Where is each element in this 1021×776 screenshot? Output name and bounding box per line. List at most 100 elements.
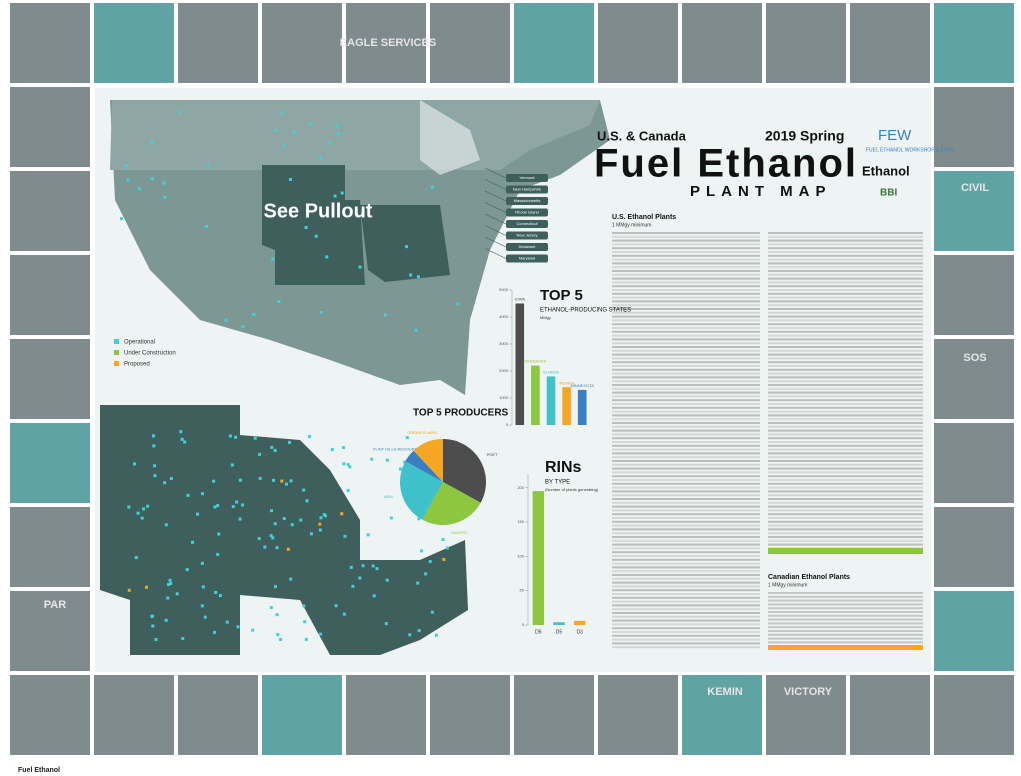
table-row [612, 357, 760, 359]
table-row [768, 430, 923, 432]
table-row [768, 335, 923, 337]
table-row [612, 570, 760, 572]
bar-label: IOWA [515, 297, 526, 302]
plant-dot [290, 479, 293, 482]
table-row [768, 399, 923, 401]
plant-dot [280, 480, 283, 483]
y-tick-label: 4000 [499, 314, 509, 319]
ad-thumbnail [850, 675, 930, 755]
plant-dot [431, 186, 434, 189]
table-row [768, 422, 923, 424]
table-row [612, 285, 760, 287]
plant-dot [351, 585, 354, 588]
table-row [768, 395, 923, 397]
bar [578, 390, 587, 425]
plant-dot [420, 549, 423, 552]
plant-dot [141, 517, 144, 520]
table-row [612, 589, 760, 591]
table-row [768, 236, 923, 238]
plant-dot [350, 566, 353, 569]
plant-dot [163, 481, 166, 484]
plant-dot [328, 142, 331, 145]
table-row [612, 483, 760, 485]
table-row [768, 262, 923, 264]
table-row [768, 270, 923, 272]
table-row [768, 456, 923, 458]
table-row [768, 350, 923, 352]
table-row [768, 369, 923, 371]
plant-dot [196, 513, 199, 516]
ad-thumbnail [850, 3, 930, 83]
plant-dot [153, 474, 156, 477]
plant-dot [263, 546, 266, 549]
state-callout-label: New Hampshire [513, 187, 542, 192]
plant-dot [251, 629, 254, 632]
plant-dot [456, 302, 459, 305]
pie-label: POET [487, 452, 498, 457]
table-row [768, 373, 923, 375]
ad-thumbnail-text: SOS [963, 352, 986, 364]
plant-dot [258, 453, 261, 456]
subtitle: PLANT MAP [690, 183, 832, 200]
plant-dot [341, 192, 344, 195]
ad-thumbnail [262, 3, 342, 83]
table-row [612, 612, 760, 614]
table-row [612, 604, 760, 606]
table-row [612, 270, 760, 272]
plant-dot [406, 436, 409, 439]
table-row [612, 300, 760, 302]
plant-dot [303, 620, 306, 623]
table-row [768, 380, 923, 382]
plant-dot [201, 492, 204, 495]
ad-thumbnail [430, 675, 510, 755]
plant-dot [166, 597, 169, 600]
y-tick-label: 100 [517, 553, 524, 558]
plant-dot [320, 516, 323, 519]
plant-dot [169, 579, 172, 582]
plant-dot [232, 505, 235, 508]
ad-thumbnail [178, 3, 258, 83]
table-row [612, 551, 760, 553]
plant-dot [305, 226, 308, 229]
table-row [768, 346, 923, 348]
table-row [612, 380, 760, 382]
table-row [768, 622, 923, 624]
table-row [612, 540, 760, 542]
plant-dot [274, 449, 277, 452]
table-row [768, 232, 923, 234]
plant-dot [274, 522, 277, 525]
ad-thumbnail [934, 591, 1014, 671]
table-row [612, 593, 760, 595]
plant-dot [186, 568, 189, 571]
ad-thumbnail [934, 255, 1014, 335]
plant-dot [386, 459, 389, 462]
plant-dot [241, 325, 244, 328]
table-row [768, 634, 923, 636]
table-row [612, 471, 760, 473]
ad-thumbnail [94, 675, 174, 755]
table-row [612, 528, 760, 530]
plant-dot [390, 517, 393, 520]
bar [547, 376, 556, 425]
bar-label: ILLINOIS [543, 369, 560, 374]
magazine: Ethanol [862, 163, 910, 178]
plant-dot [442, 538, 445, 541]
legend-label: Operational [124, 340, 155, 346]
table-row [768, 243, 923, 245]
ad-thumbnail [430, 3, 510, 83]
ad-thumbnail [10, 507, 90, 587]
table-row [768, 502, 923, 504]
plant-dot [283, 517, 286, 520]
plant-dot [165, 619, 168, 622]
table-row [612, 426, 760, 428]
table-row [612, 395, 760, 397]
y-tick-label: 150 [517, 519, 524, 524]
table-row [612, 319, 760, 321]
table-row [612, 262, 760, 264]
table-row [768, 293, 923, 295]
plant-dot [153, 464, 156, 467]
table-row [768, 316, 923, 318]
table-row [612, 616, 760, 618]
ad-thumbnail [262, 675, 342, 755]
table-row [612, 293, 760, 295]
